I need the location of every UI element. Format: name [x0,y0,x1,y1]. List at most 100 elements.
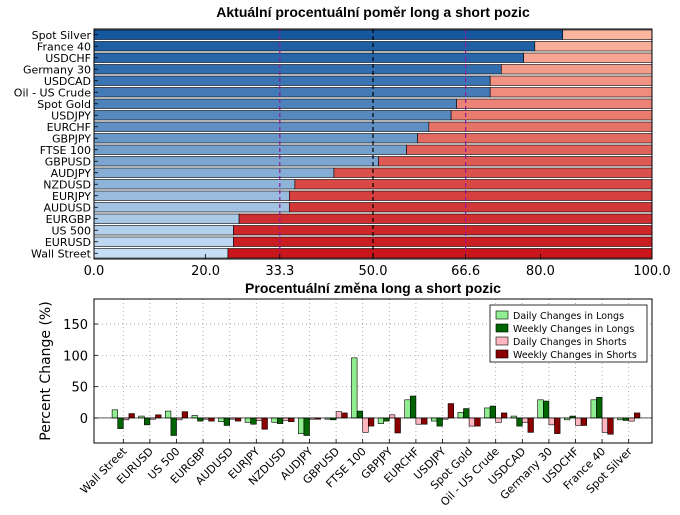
short-bar [450,110,653,121]
change-bar [367,417,375,427]
long-bar [93,75,491,86]
category-label: Wall Street [31,247,92,260]
change-bar [155,414,162,419]
change-bar [165,410,172,419]
change-bar [468,417,476,427]
change-bar [447,403,455,419]
change-bar [430,417,438,422]
category-label: GBPUSD [45,155,91,168]
change-bar [554,417,561,434]
change-bar [590,399,597,419]
legend-swatch [495,310,509,320]
short-bar [233,225,653,236]
change-bar [191,415,198,419]
y-tick-label: 100 [63,349,88,364]
category-label: Spot Silver [32,29,92,42]
change-bar [542,400,550,419]
change-bar [601,417,608,433]
change-bar [377,417,385,424]
category-label: USDCHF [45,52,91,65]
long-bar [93,156,379,167]
category-label: EURGBP [46,213,92,226]
top-chart-title: Aktuální procentuální poměr long a short… [216,4,530,20]
change-bar [607,417,614,435]
change-bar [208,417,215,422]
percent-change-chart: Procentuální změna long a short pozic 0 50… [38,280,653,509]
change-bar [362,417,369,433]
short-bar [417,133,653,144]
change-bar [218,417,225,423]
short-bar [288,202,653,213]
legend-box [489,304,648,363]
change-bar [495,417,502,423]
long-bar [93,64,502,75]
change-bar [261,417,268,430]
category-label: AUDUSD [43,201,91,214]
category-label: NZDUSD [43,178,91,191]
category-label: USDJPY [51,109,91,122]
change-bar [436,417,443,427]
change-bar [415,417,422,425]
category-label: US 500 [51,224,91,237]
category-label: Oil - US Crude [14,86,91,99]
change-bar [144,417,151,426]
change-bar [409,395,417,419]
long-bar [93,248,229,259]
change-bar [250,417,257,425]
change-bar [255,417,263,421]
change-bar [500,412,508,419]
bottom-plot-frame [93,298,653,444]
change-bar [356,410,364,419]
short-bar [428,121,653,132]
category-label: EURCHF [47,121,91,134]
legend-swatch [495,323,509,333]
short-bar [238,213,653,224]
x-tick-label: 20.0 [191,264,220,279]
category-label: GBPJPY [52,132,91,145]
x-tick-label: 0.0 [84,264,105,279]
legend-label: Daily Changes in Longs [513,311,624,322]
long-bar [93,87,491,98]
long-bar [93,179,296,190]
long-bar [93,110,452,121]
change-bar [128,413,135,419]
change-bar [197,417,204,422]
long-bar [93,236,234,247]
legend-label: Weekly Changes in Shorts [513,350,637,361]
change-bar [596,396,603,419]
change-bar [303,417,310,436]
long-bar [93,225,234,236]
change-bar [516,417,523,427]
long-bar [93,167,335,178]
change-bar [282,417,289,421]
category-label: France 40 [37,40,91,53]
change-bar [527,417,534,433]
long-short-ratio-chart: Aktuální procentuální poměr long a short… [14,4,671,279]
short-bar [501,64,653,75]
change-bar [117,417,124,429]
category-label: Germany 30 [23,63,91,76]
bottom-chart-title: Procentuální změna long a short pozic [245,280,501,296]
x-tick-label: 33.3 [265,264,294,279]
change-bar [288,417,295,423]
change-bar [271,417,278,423]
change-bar [474,417,481,427]
long-bar [93,144,407,155]
change-bar [297,417,305,434]
x-tick-label: 50.0 [359,264,388,279]
change-bar [628,417,635,422]
change-bar [404,399,411,419]
change-bar [394,417,401,434]
long-bar [93,41,536,52]
long-bar [93,202,290,213]
short-bar [534,41,653,52]
long-bar [93,133,418,144]
long-bar [93,121,430,132]
change-bar [223,417,231,426]
long-bar [93,29,564,40]
y-tick-label: 50 [71,381,88,396]
change-bar [383,417,390,422]
long-bar [93,52,524,63]
change-bar [489,405,497,419]
